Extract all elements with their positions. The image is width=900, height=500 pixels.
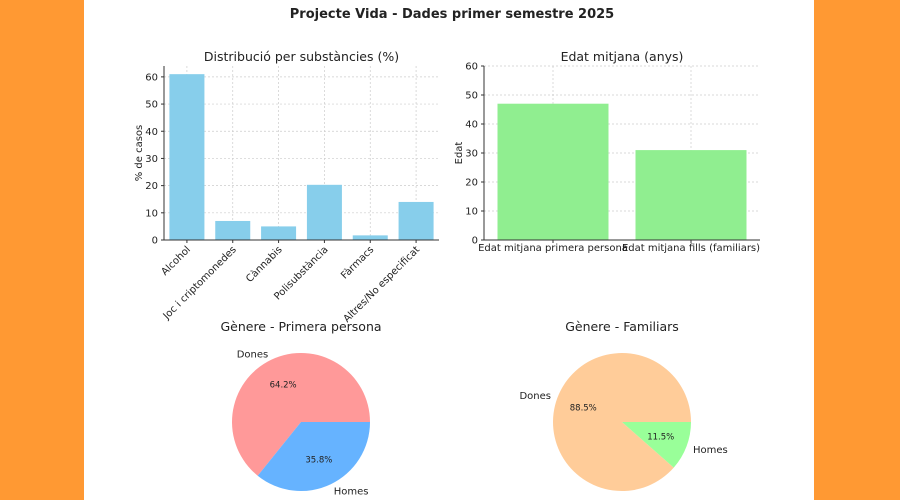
substances-chart-y-tick-label: 20: [145, 181, 158, 192]
substances-chart-bar: [215, 220, 251, 240]
substances-chart-y-axis-label: % de casos: [134, 125, 145, 182]
age-chart-y-tick-label: 60: [465, 62, 478, 73]
substances-chart-title: Distribució per substàncies (%): [204, 49, 399, 64]
substances-chart-bar: [352, 235, 388, 240]
gender-family-pie-slice-label: Homes: [693, 445, 728, 456]
substances-chart-bar: [261, 226, 297, 240]
substances-chart-y-tick-label: 40: [145, 127, 158, 138]
gender-family-pie-slice: [622, 422, 691, 468]
age-chart-x-tick-label: Edat mitjana fills (familiars): [622, 243, 760, 254]
substances-chart-bar: [306, 184, 342, 240]
age-chart-y-tick-label: 20: [465, 178, 478, 189]
age-chart-y-tick-label: 10: [465, 207, 478, 218]
substances-chart-y-tick-label: 50: [145, 100, 158, 111]
gender-first-person-pie-slice-label: Dones: [237, 350, 269, 361]
substances-chart-x-tick-label: Altres/No especificat: [342, 244, 423, 325]
gender-family-pie-title: Gènere - Familiars: [565, 319, 679, 334]
age-chart-y-tick-label: 50: [465, 91, 478, 102]
gender-first-person-pie-title: Gènere - Primera persona: [220, 319, 381, 334]
gender-first-person-pie-slice-label: Homes: [334, 486, 369, 497]
age-chart-x-tick-label: Edat mitjana primera persona: [478, 243, 628, 254]
gender-family-pie-slice: [553, 353, 691, 492]
substances-chart-y-tick-label: 30: [145, 154, 158, 165]
age-chart-title: Edat mitjana (anys): [561, 49, 684, 64]
age-chart-y-tick-label: 0: [472, 236, 478, 247]
age-chart-y-tick-label: 40: [465, 120, 478, 131]
substances-chart-x-tick-label: Cànnabis: [244, 244, 285, 285]
age-chart-bar: [635, 150, 747, 240]
gender-first-person-pie-slice: [257, 422, 370, 491]
age-chart-bar: [497, 103, 609, 240]
age-chart-y-tick-label: 30: [465, 149, 478, 160]
gender-family-pie-slice-label: Dones: [519, 391, 551, 402]
gender-family-pie-pct-label: 88.5%: [570, 403, 597, 413]
substances-chart-y-tick-label: 0: [152, 236, 158, 247]
figure-title: Projecte Vida - Dades primer semestre 20…: [290, 7, 614, 22]
gender-family-pie-pct-label: 11.5%: [647, 433, 674, 443]
gender-first-person-pie-pct-label: 64.2%: [270, 381, 297, 391]
substances-chart-x-tick-label: Alcohol: [159, 244, 193, 278]
age-chart-y-axis-label: Edat: [454, 142, 465, 165]
substances-chart-y-tick-label: 10: [145, 208, 158, 219]
substances-chart-y-tick-label: 60: [145, 72, 158, 83]
figure-panel: [84, 0, 814, 500]
gender-first-person-pie-pct-label: 35.8%: [305, 455, 332, 465]
substances-chart-bar: [169, 74, 205, 240]
gender-first-person-pie-slice: [232, 352, 370, 476]
substances-chart-x-tick-label: Fàrmacs: [339, 244, 377, 282]
substances-chart-bar: [398, 201, 434, 240]
